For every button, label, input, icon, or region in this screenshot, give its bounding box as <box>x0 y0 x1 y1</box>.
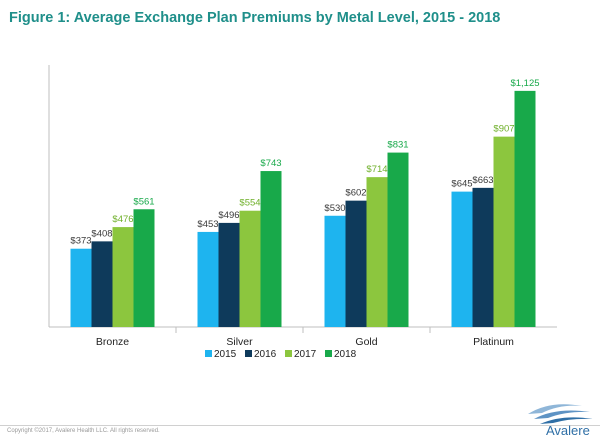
bar-gold-2017 <box>366 177 388 327</box>
data-label: $663 <box>472 175 493 186</box>
bar-silver-2015 <box>197 231 219 327</box>
bar-platinum-2018 <box>514 90 536 327</box>
legend-label-2015: 2015 <box>214 349 237 360</box>
data-label: $831 <box>387 140 408 151</box>
bar-gold-2016 <box>345 200 367 327</box>
copyright-text: Copyright ©2017, Avalere Health LLC. All… <box>7 428 160 434</box>
bar-silver-2016 <box>218 222 240 327</box>
category-label: Bronze <box>96 336 129 348</box>
legend-swatch-2016 <box>245 350 252 357</box>
data-label: $496 <box>218 210 239 221</box>
data-label: $907 <box>493 124 514 135</box>
data-label: $554 <box>239 198 260 209</box>
bar-silver-2018 <box>260 171 282 327</box>
bar-gold-2015 <box>324 215 346 327</box>
category-label: Silver <box>226 336 253 348</box>
category-label: Gold <box>355 336 377 348</box>
bar-gold-2018 <box>387 152 409 327</box>
avalere-logo-icon <box>528 404 593 424</box>
data-label: $476 <box>112 214 133 225</box>
bar-bronze-2018 <box>133 209 155 327</box>
legend-swatch-2015 <box>205 350 212 357</box>
legend-swatch-2018 <box>325 350 332 357</box>
data-label: $714 <box>366 164 387 175</box>
data-label: $743 <box>260 158 281 169</box>
data-label: $645 <box>451 179 472 190</box>
legend-label-2016: 2016 <box>254 349 277 360</box>
data-label: $530 <box>324 203 345 214</box>
footer-divider <box>0 425 600 426</box>
bar-bronze-2017 <box>112 227 134 327</box>
bar-bronze-2016 <box>91 241 113 327</box>
bar-platinum-2017 <box>493 136 515 327</box>
data-label: $453 <box>197 219 218 230</box>
bar-platinum-2016 <box>472 187 494 327</box>
chart-title: Figure 1: Average Exchange Plan Premiums… <box>9 10 501 26</box>
data-label: $408 <box>91 228 112 239</box>
category-label: Platinum <box>473 336 514 348</box>
legend-label-2017: 2017 <box>294 349 317 360</box>
data-label: $373 <box>70 236 91 247</box>
legend-swatch-2017 <box>285 350 292 357</box>
data-label: $561 <box>133 196 154 207</box>
bar-platinum-2015 <box>451 191 473 327</box>
logo-wordmark: Avalere <box>546 423 590 438</box>
bar-silver-2017 <box>239 210 261 327</box>
data-label: $602 <box>345 188 366 199</box>
legend-label-2018: 2018 <box>334 349 357 360</box>
data-label: $1,125 <box>510 78 539 89</box>
bar-bronze-2015 <box>70 248 92 327</box>
